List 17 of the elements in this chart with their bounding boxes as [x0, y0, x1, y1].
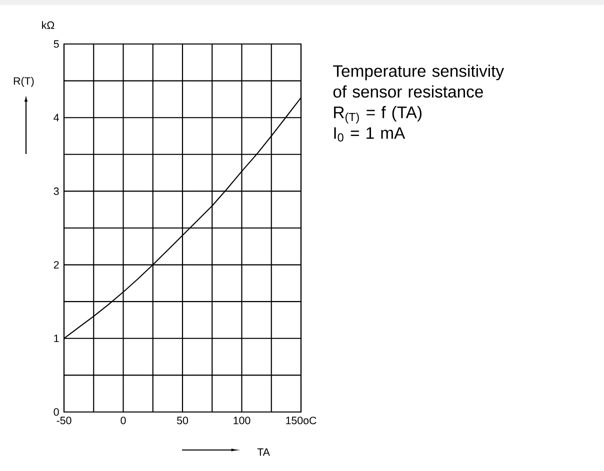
y-tick-label: 4 — [54, 114, 59, 122]
y-axis-title: R(T) — [14, 76, 34, 87]
x-tick-label: 100 — [234, 416, 250, 424]
text: Temperature sensitivity of sensor resistance — [333, 64, 504, 98]
x-axis-title: TA — [257, 448, 270, 456]
text: I$_{0}$ = 1 mA — [334, 127, 406, 142]
text: kΩ — [42, 21, 54, 29]
x-tick-label: 0 — [120, 416, 126, 424]
x-tick-label: 50 — [176, 416, 188, 424]
y-tick-label: 1 — [54, 334, 59, 342]
x-tick-label: -50 — [56, 416, 72, 424]
y-tick-label: 3 — [54, 187, 59, 195]
x-tick-label: 150oC — [286, 416, 316, 424]
y-tick-label: 2 — [54, 261, 59, 269]
text: R$_{(T)}$ = f (TA) — [334, 106, 422, 124]
y-tick-label: 0 — [54, 408, 59, 416]
y-tick-label: 5 — [54, 40, 59, 48]
